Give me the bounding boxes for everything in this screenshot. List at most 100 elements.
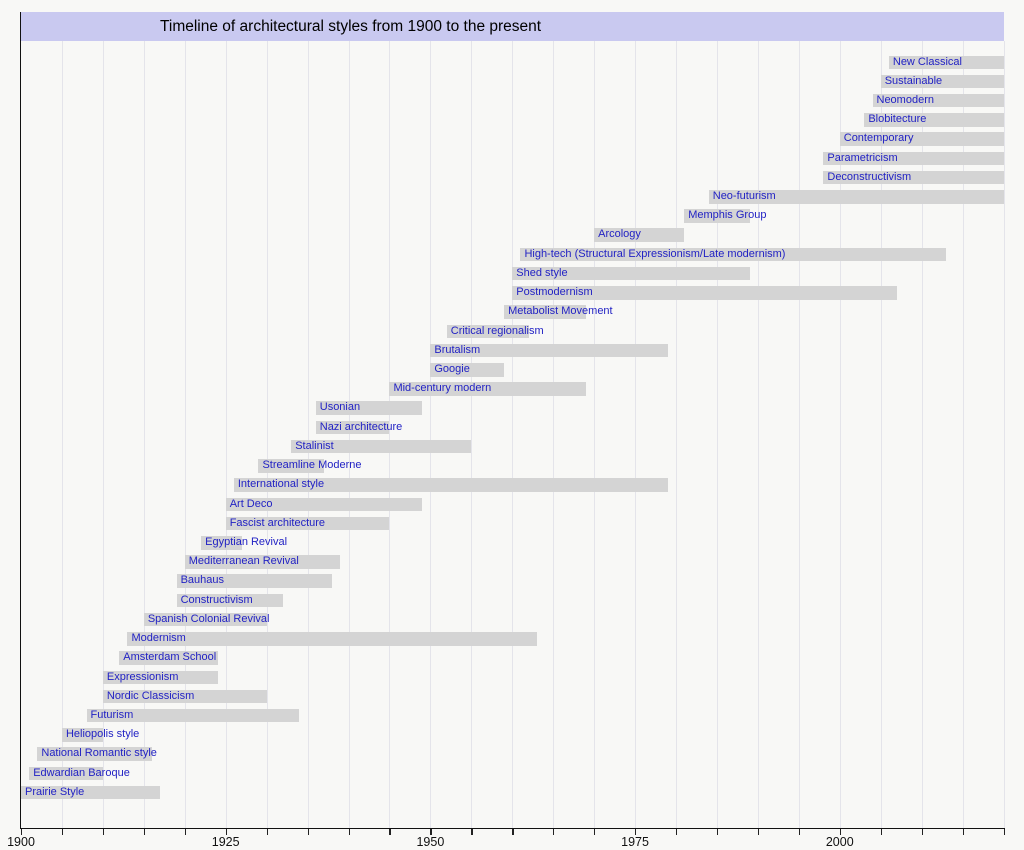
style-label[interactable]: Bauhaus bbox=[180, 574, 224, 587]
style-bar bbox=[143, 612, 267, 627]
style-bar bbox=[86, 708, 300, 723]
style-label[interactable]: Brutalism bbox=[434, 343, 481, 356]
style-label[interactable]: Metabolist Movement bbox=[508, 305, 613, 318]
style-label[interactable]: Heliopolis style bbox=[65, 728, 140, 741]
style-label[interactable]: Usonian bbox=[319, 401, 361, 414]
gridline-2015 bbox=[962, 41, 964, 828]
style-label[interactable]: High-tech (Structural Expressionism/Late… bbox=[524, 247, 786, 260]
axis-tick-1945 bbox=[389, 829, 391, 835]
style-label[interactable]: Fascist architecture bbox=[229, 516, 326, 529]
chart-title-band: Timeline of architectural styles from 19… bbox=[21, 12, 1004, 41]
gridline-1945 bbox=[389, 41, 391, 828]
axis-tick-label-2000: 2000 bbox=[825, 835, 854, 849]
style-label[interactable]: Nordic Classicism bbox=[106, 689, 195, 702]
style-label[interactable]: Spanish Colonial Revival bbox=[147, 612, 270, 625]
style-bar bbox=[119, 651, 218, 665]
style-label[interactable]: Constructivism bbox=[180, 593, 253, 606]
style-label[interactable]: Prairie Style bbox=[25, 785, 85, 798]
style-label[interactable]: Neomodern bbox=[876, 93, 934, 106]
style-label[interactable]: Edwardian Baroque bbox=[33, 766, 130, 779]
style-bar bbox=[446, 324, 529, 339]
axis-tick-1970 bbox=[594, 829, 596, 835]
style-label[interactable]: Contemporary bbox=[843, 132, 914, 145]
gridline-1935 bbox=[307, 41, 309, 828]
style-label[interactable]: Expressionism bbox=[106, 670, 179, 683]
gridline-1980 bbox=[676, 41, 677, 828]
style-bar bbox=[512, 286, 898, 300]
style-label[interactable]: Art Deco bbox=[229, 497, 273, 510]
axis-tick-1960 bbox=[512, 829, 514, 835]
style-label[interactable]: Parametricism bbox=[827, 151, 898, 164]
gridline-1960 bbox=[512, 41, 514, 828]
gridline-1920 bbox=[184, 41, 186, 828]
style-label[interactable]: Amsterdam School bbox=[123, 651, 217, 664]
style-label[interactable]: Egyptian Revival bbox=[205, 536, 288, 548]
style-label[interactable]: Modernism bbox=[131, 632, 186, 645]
style-label[interactable]: Mediterranean Revival bbox=[188, 555, 299, 568]
style-bar bbox=[430, 343, 668, 358]
axis-tick-1915 bbox=[143, 829, 146, 835]
style-label[interactable]: Blobitecture bbox=[868, 113, 927, 126]
style-label[interactable]: National Romantic style bbox=[41, 747, 157, 760]
style-label[interactable]: Memphis Group bbox=[688, 209, 767, 222]
axis-tick-1950 bbox=[430, 829, 432, 835]
style-label[interactable]: Critical regionalism bbox=[450, 324, 544, 337]
style-bar bbox=[504, 305, 586, 319]
gridline-1915 bbox=[143, 41, 145, 828]
axis-tick-label-1900: 1900 bbox=[7, 835, 35, 849]
style-bar bbox=[389, 382, 586, 396]
style-bar bbox=[823, 170, 1004, 185]
style-bar bbox=[430, 363, 505, 377]
style-bar bbox=[888, 55, 1004, 69]
style-label[interactable]: Stalinist bbox=[295, 439, 334, 452]
style-label[interactable]: Futurism bbox=[90, 708, 134, 721]
style-label[interactable]: Neo-futurism bbox=[712, 190, 776, 203]
style-bar bbox=[225, 497, 423, 512]
axis-tick-1955 bbox=[471, 829, 473, 835]
style-bar bbox=[823, 151, 1004, 166]
gridline-1925 bbox=[225, 41, 227, 828]
gridline-1940 bbox=[348, 41, 350, 828]
style-bar bbox=[176, 593, 283, 608]
style-bar bbox=[176, 574, 333, 588]
axis-tick-1980 bbox=[676, 829, 678, 835]
style-label[interactable]: Deconstructivism bbox=[827, 170, 912, 183]
style-bar bbox=[512, 266, 750, 281]
axis-tick-2015 bbox=[962, 829, 964, 835]
gridline-2020 bbox=[1003, 41, 1005, 828]
axis-tick-1910 bbox=[102, 829, 105, 835]
style-bar bbox=[225, 516, 390, 531]
style-bar bbox=[258, 459, 324, 473]
axis-tick-1940 bbox=[348, 829, 350, 835]
axis-tick-label-1950: 1950 bbox=[416, 835, 445, 849]
style-bar bbox=[29, 766, 103, 781]
style-bar bbox=[594, 228, 685, 242]
style-label[interactable]: International style bbox=[237, 478, 325, 491]
gridline-1970 bbox=[594, 41, 596, 828]
style-label[interactable]: Mid-century modern bbox=[393, 382, 492, 395]
style-bar bbox=[520, 247, 947, 262]
axis-tick-1965 bbox=[553, 829, 555, 835]
axis-tick-label-1925: 1925 bbox=[211, 835, 240, 849]
style-label[interactable]: Sustainable bbox=[884, 74, 943, 87]
style-label[interactable]: Googie bbox=[434, 363, 470, 376]
style-label[interactable]: Streamline Moderne bbox=[262, 459, 362, 472]
style-label[interactable]: Nazi architecture bbox=[319, 420, 403, 433]
axis-tick-2005 bbox=[880, 829, 882, 835]
style-label[interactable]: Postmodernism bbox=[516, 286, 593, 299]
style-bar bbox=[61, 728, 103, 742]
style-label[interactable]: Shed style bbox=[516, 266, 568, 279]
style-bar bbox=[880, 74, 1004, 89]
gridline-1930 bbox=[266, 41, 268, 828]
gridline-2005 bbox=[880, 41, 882, 828]
style-bar bbox=[37, 747, 152, 761]
axis-tick-2010 bbox=[921, 829, 923, 835]
style-bar bbox=[102, 689, 267, 704]
style-label[interactable]: Arcology bbox=[598, 228, 641, 241]
style-label[interactable]: New Classical bbox=[892, 55, 962, 68]
gridline-1950 bbox=[430, 41, 432, 828]
axis-tick-1900 bbox=[21, 829, 23, 835]
axis-tick-1905 bbox=[61, 829, 64, 835]
